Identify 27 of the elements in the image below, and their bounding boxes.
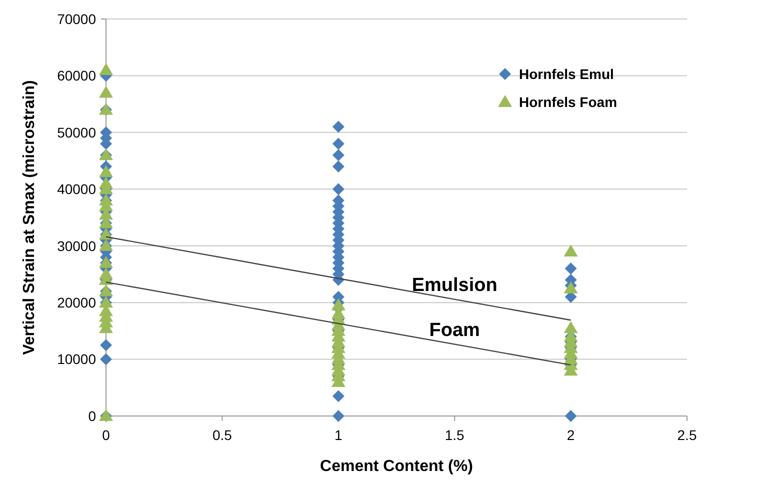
series-label: Foam: [429, 320, 480, 341]
series-label: Emulsion: [412, 274, 498, 296]
y-tick-label: 40000: [57, 181, 96, 198]
x-axis-title: Cement Content (%): [320, 458, 473, 475]
point: [99, 267, 113, 280]
x-tick-label: 2.5: [677, 427, 697, 443]
y-tick-label: 50000: [57, 124, 96, 140]
point: [99, 165, 113, 178]
x-tick-label: 1: [334, 427, 342, 443]
legend-label: Hornfels Emul: [519, 66, 614, 82]
y-axis-title: Vertical Strain at Smax (microstrain): [21, 80, 38, 355]
y-tick-label: 10000: [57, 351, 96, 368]
point: [99, 86, 113, 98]
y-tick-label: 20000: [57, 294, 96, 310]
x-tick-label: 0.5: [212, 427, 232, 443]
y-tick-label: 0: [88, 408, 96, 424]
y-tick-label: 70000: [57, 10, 96, 27]
y-tick-label: 30000: [57, 238, 96, 254]
legend-label: Hornfels Foam: [519, 94, 618, 110]
x-tick-label: 1.5: [444, 427, 465, 443]
point: [564, 321, 578, 334]
point: [99, 63, 113, 76]
point: [564, 244, 578, 257]
y-tick-label: 60000: [57, 68, 96, 84]
x-tick-label: 2: [566, 427, 575, 443]
x-tick-label: 0: [102, 427, 110, 443]
point: [99, 176, 113, 188]
